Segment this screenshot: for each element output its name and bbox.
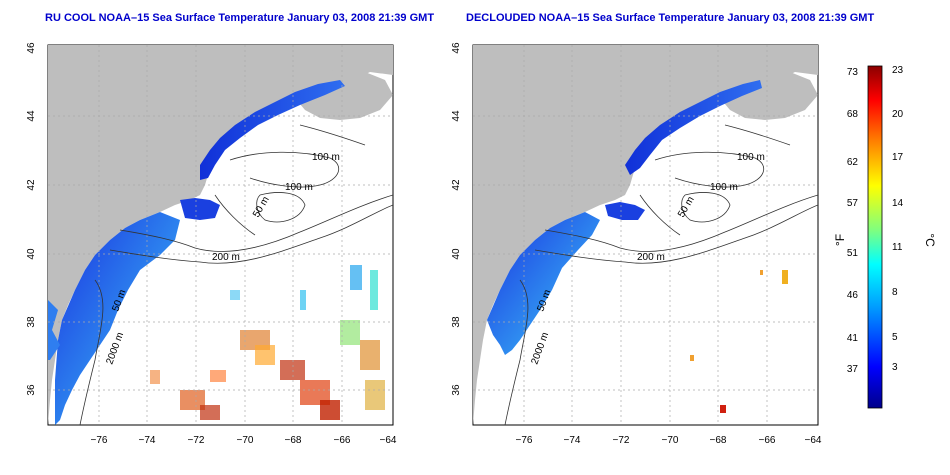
celsius-tick: 3 xyxy=(892,362,898,373)
nova-scotia xyxy=(295,70,393,120)
celsius-tick: 5 xyxy=(892,332,898,343)
fahrenheit-tick: 51 xyxy=(847,248,859,259)
contour-label: 100 m xyxy=(710,182,738,193)
fahrenheit-tick: 68 xyxy=(847,109,859,120)
x-tick-label: −64 xyxy=(380,435,397,446)
sst-cape-cod xyxy=(180,198,220,220)
x-tick-label: −74 xyxy=(564,435,581,446)
celsius-tick: 11 xyxy=(892,242,903,253)
fahrenheit-unit: °F xyxy=(833,234,847,246)
x-tick-label: −66 xyxy=(759,435,776,446)
celsius-tick: 14 xyxy=(892,198,904,209)
y-tick-label: 40 xyxy=(451,248,462,260)
sst-gulf-of-maine xyxy=(625,80,762,175)
x-tick-label: −76 xyxy=(516,435,533,446)
x-tick-label: −74 xyxy=(139,435,156,446)
temperature-colorbar: 73 68 62 57 51 46 41 37 23 20 17 14 11 8… xyxy=(833,65,937,409)
chesapeake-bay xyxy=(48,300,60,360)
x-tick-label: −76 xyxy=(91,435,108,446)
y-tick-label: 46 xyxy=(26,42,37,54)
contour-label: 200 m xyxy=(637,252,665,263)
sst-gulf-of-maine xyxy=(200,80,345,180)
left-map-title: RU COOL NOAA–15 Sea Surface Temperature … xyxy=(45,12,435,24)
celsius-tick: 20 xyxy=(892,109,904,120)
contour-label: 100 m xyxy=(285,182,313,193)
bathymetry-contours xyxy=(79,124,393,425)
fahrenheit-tick: 73 xyxy=(847,67,859,78)
y-tick-label: 42 xyxy=(451,179,462,191)
contour-label: 200 m xyxy=(212,252,240,263)
y-tick-label: 46 xyxy=(451,42,462,54)
bathymetry-contours xyxy=(504,124,818,425)
fahrenheit-tick: 62 xyxy=(847,157,859,168)
land-mass xyxy=(48,45,393,425)
contour-label: 100 m xyxy=(312,152,340,163)
x-tick-label: −70 xyxy=(237,435,254,446)
y-tick-label: 44 xyxy=(26,110,37,122)
x-tick-label: −70 xyxy=(662,435,679,446)
y-tick-label: 38 xyxy=(451,316,462,328)
right-map: 100 m 100 m 50 m 200 m 50 m 2000 m −76 −… xyxy=(451,42,822,446)
offshore-sst-patches xyxy=(690,270,788,413)
sst-coastal-band xyxy=(55,212,180,425)
y-tick-label: 36 xyxy=(26,384,37,396)
nova-scotia xyxy=(720,70,818,120)
sst-coastal-band xyxy=(487,212,600,355)
y-tick-label: 38 xyxy=(26,316,37,328)
fahrenheit-tick: 41 xyxy=(847,333,859,344)
x-tick-label: −66 xyxy=(334,435,351,446)
celsius-tick: 17 xyxy=(892,152,904,163)
offshore-sst-patches xyxy=(150,265,385,420)
x-tick-label: −68 xyxy=(710,435,727,446)
x-tick-label: −72 xyxy=(613,435,630,446)
x-tick-label: −68 xyxy=(285,435,302,446)
x-tick-label: −64 xyxy=(805,435,822,446)
fahrenheit-tick: 46 xyxy=(847,290,859,301)
y-tick-label: 42 xyxy=(26,179,37,191)
x-tick-label: −72 xyxy=(188,435,205,446)
fahrenheit-tick: 37 xyxy=(847,364,859,375)
y-tick-label: 36 xyxy=(451,384,462,396)
contour-label: 100 m xyxy=(737,152,765,163)
sst-cape-cod xyxy=(605,202,645,220)
fahrenheit-tick: 57 xyxy=(847,198,859,209)
y-tick-label: 40 xyxy=(26,248,37,260)
celsius-tick: 23 xyxy=(892,65,904,76)
celsius-unit: °C xyxy=(923,233,937,247)
left-map: 100 m 100 m 50 m 200 m 50 m 2000 m −76 −… xyxy=(26,42,397,446)
land-mass xyxy=(473,45,818,425)
celsius-tick: 8 xyxy=(892,287,898,298)
right-map-title: DECLOUDED NOAA–15 Sea Surface Temperatur… xyxy=(466,12,875,24)
y-tick-label: 44 xyxy=(451,110,462,122)
